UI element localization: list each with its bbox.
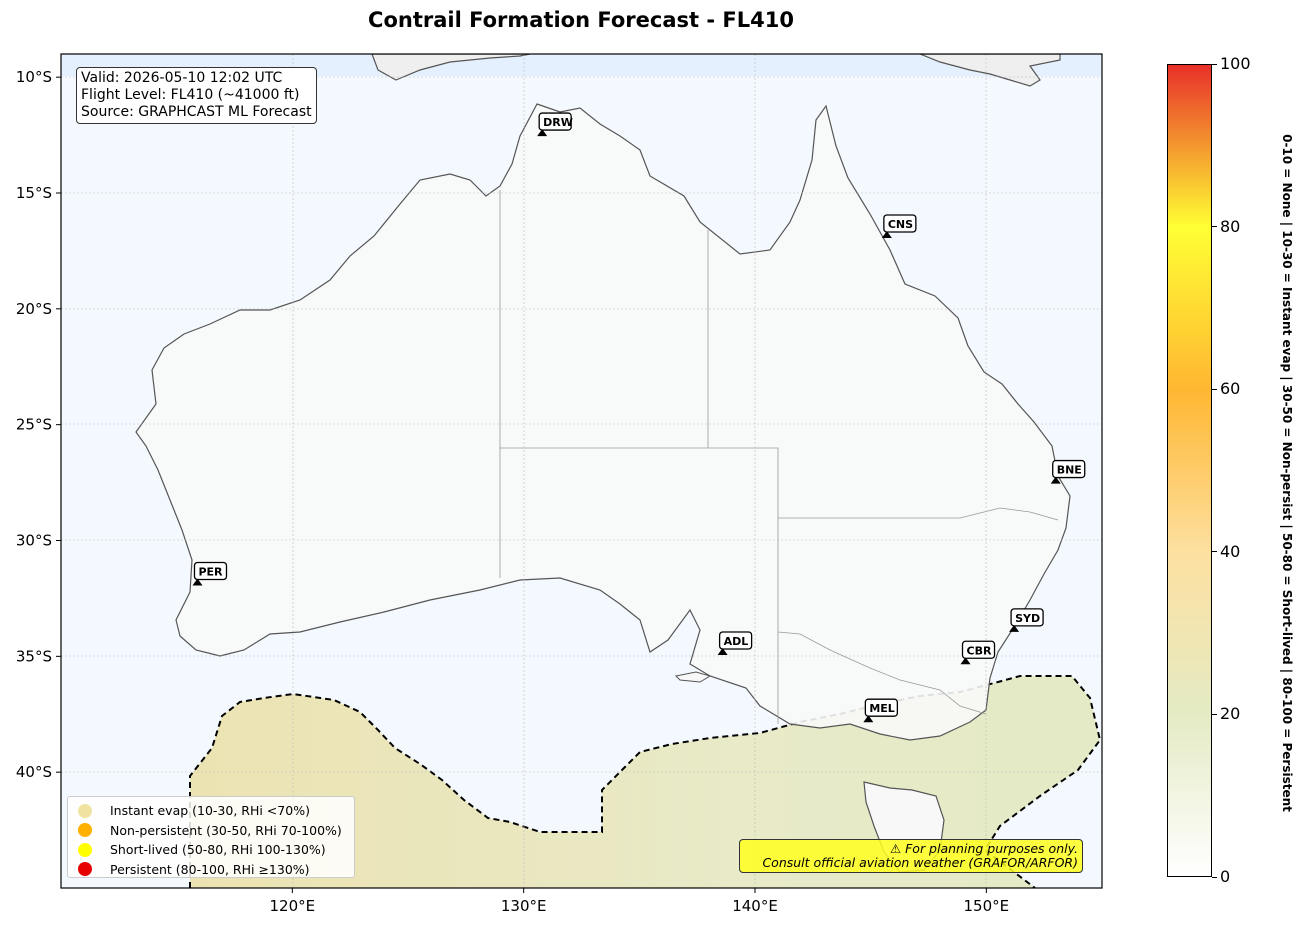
kangaroo-island: [674, 671, 712, 683]
city-per: PER: [192, 561, 228, 586]
lat-tick-label: 30°S: [16, 532, 52, 550]
legend-label-persistent: Persistent (80-100, RHi ≥130%): [110, 861, 310, 877]
colorbar-tick-mark: [1212, 876, 1217, 878]
legend-item-non-persistent: Non-persistent (30-50, RHi 70-100%): [78, 821, 354, 841]
chart-title: Contrail Formation Forecast - FL410: [368, 8, 794, 32]
contrail-zone-outline: [189, 675, 1102, 888]
map-axes: 120°E 130°E 140°E 150°E 10°S 15°S 20°S 25°S 30°S…: [16, 68, 1009, 915]
city-label: BNE: [1057, 464, 1082, 477]
valid-time: Valid: 2026-05-10 12:02 UTC: [81, 70, 283, 86]
colorbar-label: 0-10 = None | 10-30 = Instant evap | 30-…: [1280, 134, 1294, 812]
city-label-box: [718, 631, 753, 650]
colorbar-tick-label: 0: [1220, 867, 1231, 886]
city-label: DRW: [543, 116, 573, 129]
city-label-box: [193, 561, 228, 581]
airport-marker-icon: [537, 129, 548, 137]
lon-tick-label: 130°E: [501, 897, 547, 915]
airport-marker-icon: [1009, 624, 1020, 632]
colorbar: [1167, 64, 1212, 877]
airport-marker-icon: [881, 231, 892, 239]
city-label-box: [883, 214, 917, 233]
legend-label-short-lived: Short-lived (50-80, RHi 100-130%): [110, 842, 326, 858]
north-ocean-band: [61, 54, 1102, 76]
airport-marker-icon: [192, 578, 203, 586]
colorbar-tick-label: 20: [1220, 704, 1241, 724]
airport-marker-icon: [717, 648, 728, 656]
legend-item-instant-evap: Instant evap (10-30, RHi <70%): [78, 801, 354, 821]
colorbar-tick-label: 100: [1220, 54, 1251, 73]
city-label-box: [961, 640, 996, 659]
lat-tick-label: 15°S: [16, 184, 52, 202]
legend-item-short-lived: Short-lived (50-80, RHi 100-130%): [78, 840, 354, 860]
city-label-box: [1010, 608, 1044, 627]
city-label-box: [864, 698, 899, 717]
state-borders: [499, 190, 1059, 724]
airport-marker-icon: [1050, 476, 1061, 484]
disclaimer-line-2: Consult official aviation weather (GRAFO…: [762, 855, 1078, 870]
city-adl: ADL: [717, 631, 753, 656]
legend-label-non-persistent: Non-persistent (30-50, RHi 70-100%): [110, 822, 342, 838]
city-label: ADL: [724, 635, 749, 648]
legend: Instant evap (10-30, RHi <70%) Non-persi…: [67, 796, 355, 878]
disclaimer-box: ⚠ For planning purposes only. Consult of…: [739, 839, 1083, 873]
colorbar-tick-mark: [1212, 551, 1217, 553]
data-source: Source: GRAPHCAST ML Forecast: [81, 104, 312, 120]
lon-tick-label: 120°E: [270, 897, 316, 915]
legend-swatch-persistent: [78, 862, 92, 877]
legend-swatch-non-persistent: [78, 823, 92, 838]
info-box: Valid: 2026-05-10 12:02 UTC Flight Level…: [76, 67, 317, 124]
city-label: CBR: [967, 644, 992, 657]
city-drw: DRW: [537, 112, 573, 137]
city-label-box: [538, 112, 572, 131]
legend-item-persistent: Persistent (80-100, RHi ≥130%): [78, 860, 354, 880]
city-label: SYD: [1015, 612, 1040, 625]
city-syd: SYD: [1009, 608, 1044, 632]
city-label-box: [1052, 459, 1086, 479]
city-cns: CNS: [881, 214, 917, 239]
lat-tick-label: 25°S: [16, 416, 52, 434]
airport-marker-icon: [863, 715, 874, 723]
legend-swatch-short-lived: [78, 842, 92, 857]
lon-tick-label: 140°E: [732, 897, 778, 915]
colorbar-tick-mark: [1212, 63, 1217, 65]
colorbar-tick-label: 60: [1220, 379, 1241, 399]
colorbar-tick-mark: [1212, 388, 1217, 390]
new-guinea-coast: [371, 54, 1061, 87]
lat-tick-label: 10°S: [16, 68, 52, 86]
city-markers: DRW CNS BNE PER ADL SYD CBR MEL: [192, 112, 1086, 723]
colorbar-tick-label: 80: [1220, 216, 1241, 236]
city-mel: MEL: [863, 698, 899, 723]
airport-marker-icon: [960, 657, 971, 665]
lat-tick-label: 35°S: [16, 647, 52, 665]
city-label: MEL: [869, 702, 894, 715]
flight-level: Flight Level: FL410 (~41000 ft): [81, 87, 300, 103]
lat-tick-label: 40°S: [16, 763, 52, 781]
colorbar-tick-mark: [1212, 226, 1217, 228]
lat-tick-label: 20°S: [16, 300, 52, 318]
city-label: CNS: [888, 218, 913, 231]
legend-label-instant-evap: Instant evap (10-30, RHi <70%): [110, 803, 310, 819]
colorbar-tick-mark: [1212, 713, 1217, 715]
city-cbr: CBR: [960, 640, 996, 665]
map-frame: [60, 53, 1103, 889]
lon-tick-label: 150°E: [964, 897, 1010, 915]
legend-swatch-instant-evap: [78, 803, 92, 818]
disclaimer-line-1: ⚠ For planning purposes only.: [890, 841, 1078, 856]
city-bne: BNE: [1050, 459, 1086, 484]
city-label: PER: [198, 566, 223, 579]
graticule: [61, 54, 1102, 888]
colorbar-tick-label: 40: [1220, 541, 1241, 561]
